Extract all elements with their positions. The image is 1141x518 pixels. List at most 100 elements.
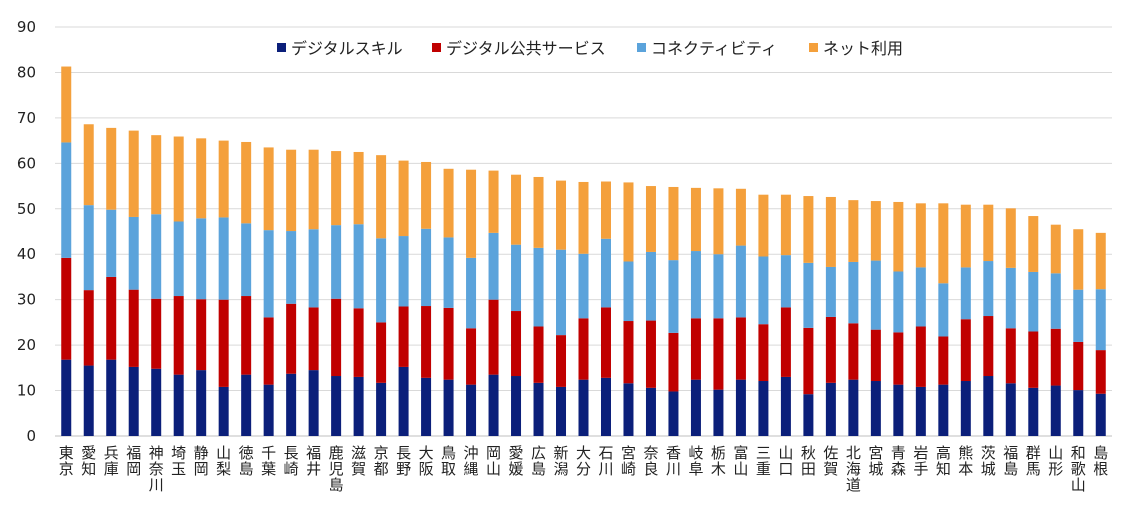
bar-segment xyxy=(870,381,881,436)
x-tick-label: 石川 xyxy=(598,444,613,478)
x-tick-label: 大阪 xyxy=(419,444,434,478)
bar-segment xyxy=(331,151,342,226)
bar-segment xyxy=(106,127,117,210)
x-tick-label: 福井 xyxy=(306,444,321,478)
y-tick-label: 40 xyxy=(17,245,36,263)
bar-segment xyxy=(196,299,207,371)
bar-segment xyxy=(398,306,409,367)
bar-segment xyxy=(713,254,724,319)
bar-segment xyxy=(511,311,522,377)
x-tick-label: 大分 xyxy=(576,444,591,478)
bar-segment xyxy=(151,368,162,436)
bar-segment xyxy=(578,181,589,254)
bar-segment xyxy=(398,236,409,307)
bar-segment xyxy=(645,320,656,388)
legend-label: ネット利用 xyxy=(823,39,903,58)
bar-segment xyxy=(556,180,567,250)
x-tick-label: 佐賀 xyxy=(823,444,838,478)
bar-segment xyxy=(690,251,701,319)
bar-segment xyxy=(331,225,342,299)
bar-segment xyxy=(376,155,387,239)
bar-segment xyxy=(353,224,364,309)
x-tick-label: 宮城 xyxy=(868,444,883,478)
x-tick-label: 福岡 xyxy=(126,444,141,478)
x-tick-label: 徳島 xyxy=(239,444,254,478)
bar-segment xyxy=(938,283,949,337)
bar-segment xyxy=(870,260,881,330)
bar-segment xyxy=(308,149,319,230)
legend-swatch xyxy=(637,43,646,52)
bar-segment xyxy=(173,221,184,297)
bar-segment xyxy=(960,204,971,268)
bar-segment xyxy=(421,306,432,378)
bar-segment xyxy=(1073,289,1084,342)
bar-segment xyxy=(353,376,364,436)
x-tick-label: 宮崎 xyxy=(621,444,636,478)
y-tick-label: 80 xyxy=(17,63,36,81)
bar-segment xyxy=(466,328,477,385)
x-tick-label: 京都 xyxy=(374,444,389,478)
bar-segment xyxy=(128,130,139,217)
bar-segment xyxy=(533,326,544,383)
bar-segment xyxy=(1050,224,1061,274)
bar-segment xyxy=(443,168,454,238)
bar-segment xyxy=(151,135,162,215)
bar-segment xyxy=(690,187,701,252)
bar-segment xyxy=(690,379,701,436)
x-tick-label: 福島 xyxy=(1003,444,1018,478)
legend-swatch xyxy=(432,43,441,52)
bar-segment xyxy=(668,186,679,261)
bar-segment xyxy=(466,384,477,436)
bar-segment xyxy=(1050,385,1061,436)
bar-segment xyxy=(218,140,229,218)
bar-segment xyxy=(308,307,319,371)
bar-segment xyxy=(61,142,72,258)
y-tick-label: 90 xyxy=(17,18,36,36)
bar-segment xyxy=(511,376,522,436)
bar-segment xyxy=(488,232,499,300)
bar-segment xyxy=(83,205,94,291)
bar-segment xyxy=(780,307,791,377)
bar-segment xyxy=(218,386,229,436)
bar-segment xyxy=(735,188,746,246)
bar-segment xyxy=(398,160,409,237)
x-tick-label: 秋田 xyxy=(801,444,816,478)
bar-segment xyxy=(600,238,611,308)
bar-segment xyxy=(1095,393,1106,436)
x-tick-label: 岩手 xyxy=(913,444,928,478)
bar-segment xyxy=(983,261,994,317)
x-tick-label: 滋賀 xyxy=(351,444,366,478)
bar-segment xyxy=(1005,328,1016,384)
bar-segment xyxy=(173,136,184,222)
bar-segment xyxy=(61,359,72,436)
bar-segment xyxy=(623,261,634,322)
bar-segment xyxy=(713,318,724,390)
bar-segment xyxy=(735,245,746,318)
bar-segment xyxy=(533,247,544,327)
bar-segment xyxy=(151,214,162,299)
bar-segment xyxy=(893,384,904,436)
bar-segment xyxy=(353,151,364,225)
bar-segment xyxy=(173,296,184,375)
bar-segment xyxy=(825,316,836,383)
bar-segment xyxy=(983,316,994,377)
bar-segment xyxy=(803,327,814,395)
bar-segment xyxy=(488,299,499,375)
x-tick-label: 愛知 xyxy=(81,444,96,478)
bar-segment xyxy=(803,394,814,436)
x-tick-label: 山形 xyxy=(1048,444,1063,478)
bar-segment xyxy=(825,382,836,436)
bar-segment xyxy=(466,169,477,258)
bar-segment xyxy=(1073,390,1084,436)
x-tick-label: 島根 xyxy=(1093,444,1108,478)
bar-segment xyxy=(83,124,94,206)
bar-segment xyxy=(983,376,994,436)
bar-segment xyxy=(758,381,769,436)
bar-segment xyxy=(1073,341,1084,391)
legend-label: デジタルスキル xyxy=(291,39,403,58)
bar-segment xyxy=(376,382,387,436)
bar-segment xyxy=(331,376,342,436)
bar-segment xyxy=(938,203,949,284)
bar-segment xyxy=(443,307,454,380)
x-tick-label: 長野 xyxy=(396,444,411,478)
